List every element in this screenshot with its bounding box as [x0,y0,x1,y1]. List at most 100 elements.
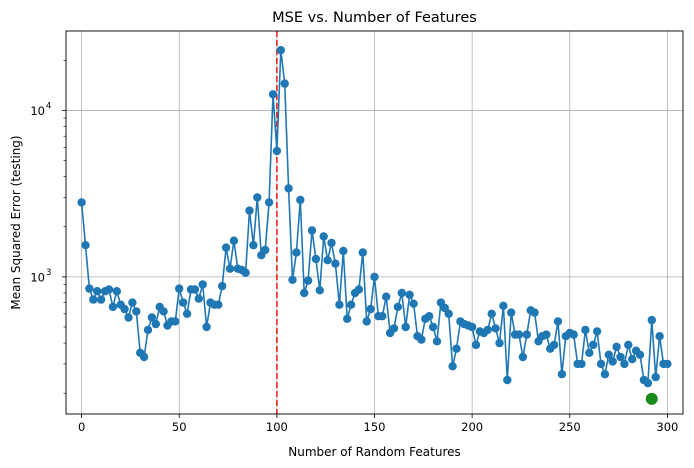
data-point [354,285,364,294]
data-point [104,285,114,294]
data-point [120,304,129,314]
data-point [467,322,477,332]
data-point [425,312,434,321]
data-point [214,300,223,309]
data-point [393,302,403,312]
data-point [616,352,625,362]
data-point [261,245,270,255]
data-point [362,317,371,326]
data-point [557,370,567,379]
data-point [358,248,367,257]
data-point [589,340,598,350]
data-point [608,357,617,366]
y-tick-label: 10 [30,104,45,118]
data-point [487,309,496,318]
x-tick-label: 150 [364,420,386,434]
data-point [175,284,184,293]
data-point [530,308,539,317]
data-point [93,287,102,296]
x-tick-label: 100 [266,420,288,434]
data-point [620,359,629,369]
data-point [483,325,492,335]
data-point [382,292,391,301]
data-point [335,300,344,309]
y-tick-label-exponent: 3 [46,268,51,278]
data-point [124,313,133,322]
data-point [655,332,664,341]
chart-title: MSE vs. Number of Features [272,10,477,26]
data-point [89,295,98,304]
data-point [663,359,672,369]
data-point [300,288,309,298]
data-point [366,304,375,314]
data-point [612,342,621,351]
x-tick-label: 50 [172,420,187,434]
data-point [444,309,453,318]
data-point [585,348,594,357]
data-point [284,184,293,193]
data-point [171,317,180,326]
data-point [139,352,149,362]
data-point [96,295,106,304]
data-point [288,275,297,284]
data-point [624,340,633,350]
data-point [132,307,141,316]
x-axis-label: Number of Random Features [288,445,461,459]
data-point [628,355,637,364]
data-point [452,344,461,353]
data-point [596,359,606,369]
data-point [190,285,200,294]
data-point [198,280,207,289]
data-point [343,314,352,323]
data-point [276,46,285,55]
data-point [249,241,258,250]
data-point [647,315,656,325]
data-point [389,324,399,333]
data-point [296,195,305,205]
x-tick-label: 300 [656,420,678,434]
data-point [448,362,457,371]
data-point [194,294,203,303]
data-point [225,264,235,273]
data-point [303,276,313,285]
data-point [491,324,500,333]
data-point [202,322,211,332]
data-point [327,238,336,248]
data-point [600,370,610,379]
data-point [499,301,508,310]
data-point [397,288,406,298]
data-point [159,307,168,316]
data-point [292,248,301,257]
data-point [307,226,317,235]
data-point [241,268,250,277]
data-point [581,325,590,335]
x-axis-ticks: 0 50 100 150 200 250 300 [78,414,678,434]
data-point [542,330,551,339]
data-point [507,308,516,317]
data-point [179,298,188,307]
data-point [311,254,321,264]
data-point [108,302,118,312]
data-point [495,338,504,348]
data-point [245,206,254,215]
data-point [401,322,410,332]
data-point [471,340,481,350]
data-point [315,286,324,295]
data-point [331,259,340,268]
data-point [432,337,442,346]
data-point [268,90,278,99]
data-point [81,241,90,250]
data-point [218,281,227,291]
data-point [319,232,328,241]
data-point [253,193,262,202]
data-point [549,340,559,350]
data-point [651,372,660,382]
data-point [643,378,653,388]
data-point [518,352,528,362]
data-point [229,236,239,245]
x-tick-label: 200 [461,420,483,434]
data-point [409,299,418,308]
data-point [553,317,563,326]
